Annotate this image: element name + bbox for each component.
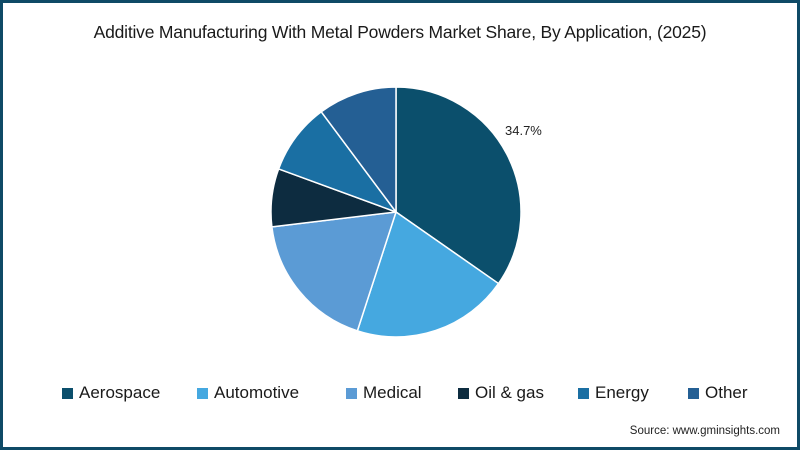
- legend-label-energy: Energy: [595, 383, 649, 402]
- legend-label-aerospace: Aerospace: [79, 383, 161, 402]
- legend-item-oil-gas[interactable]: Oil & gas: [458, 382, 544, 404]
- chart-title: Additive Manufacturing With Metal Powder…: [93, 22, 707, 42]
- legend-label-other: Other: [705, 383, 748, 402]
- legend-item-other[interactable]: Other: [688, 382, 748, 404]
- pie-slice-other[interactable]: [320, 86, 397, 213]
- legend-label-oil-gas: Oil & gas: [475, 383, 544, 402]
- pie-slices: [270, 86, 522, 338]
- legend-item-aerospace[interactable]: Aerospace: [62, 382, 160, 404]
- pie-slice-aerospace[interactable]: [395, 86, 522, 285]
- legend-label-automotive: Automotive: [214, 383, 300, 402]
- legend-item-medical[interactable]: Medical: [346, 382, 422, 404]
- legend-item-energy[interactable]: Energy: [578, 382, 649, 404]
- pie-slice-medical[interactable]: [271, 211, 397, 332]
- legend-swatch-other: [688, 387, 699, 399]
- source-note: Source: www.gminsights.com: [629, 425, 780, 437]
- legend-swatch-aerospace: [62, 387, 73, 399]
- legend: Aerospace Automotive Medical Oil & gas E…: [0, 382, 800, 404]
- legend-swatch-automotive: [197, 387, 208, 399]
- legend-item-automotive[interactable]: Automotive: [197, 382, 299, 404]
- legend-swatch-medical: [346, 387, 357, 399]
- legend-label-medical: Medical: [363, 383, 422, 402]
- legend-swatch-energy: [578, 387, 589, 399]
- aerospace-percent-label: 34.7%: [505, 123, 542, 138]
- pie-slice-automotive[interactable]: [356, 211, 500, 338]
- legend-swatch-oil-gas: [458, 387, 469, 399]
